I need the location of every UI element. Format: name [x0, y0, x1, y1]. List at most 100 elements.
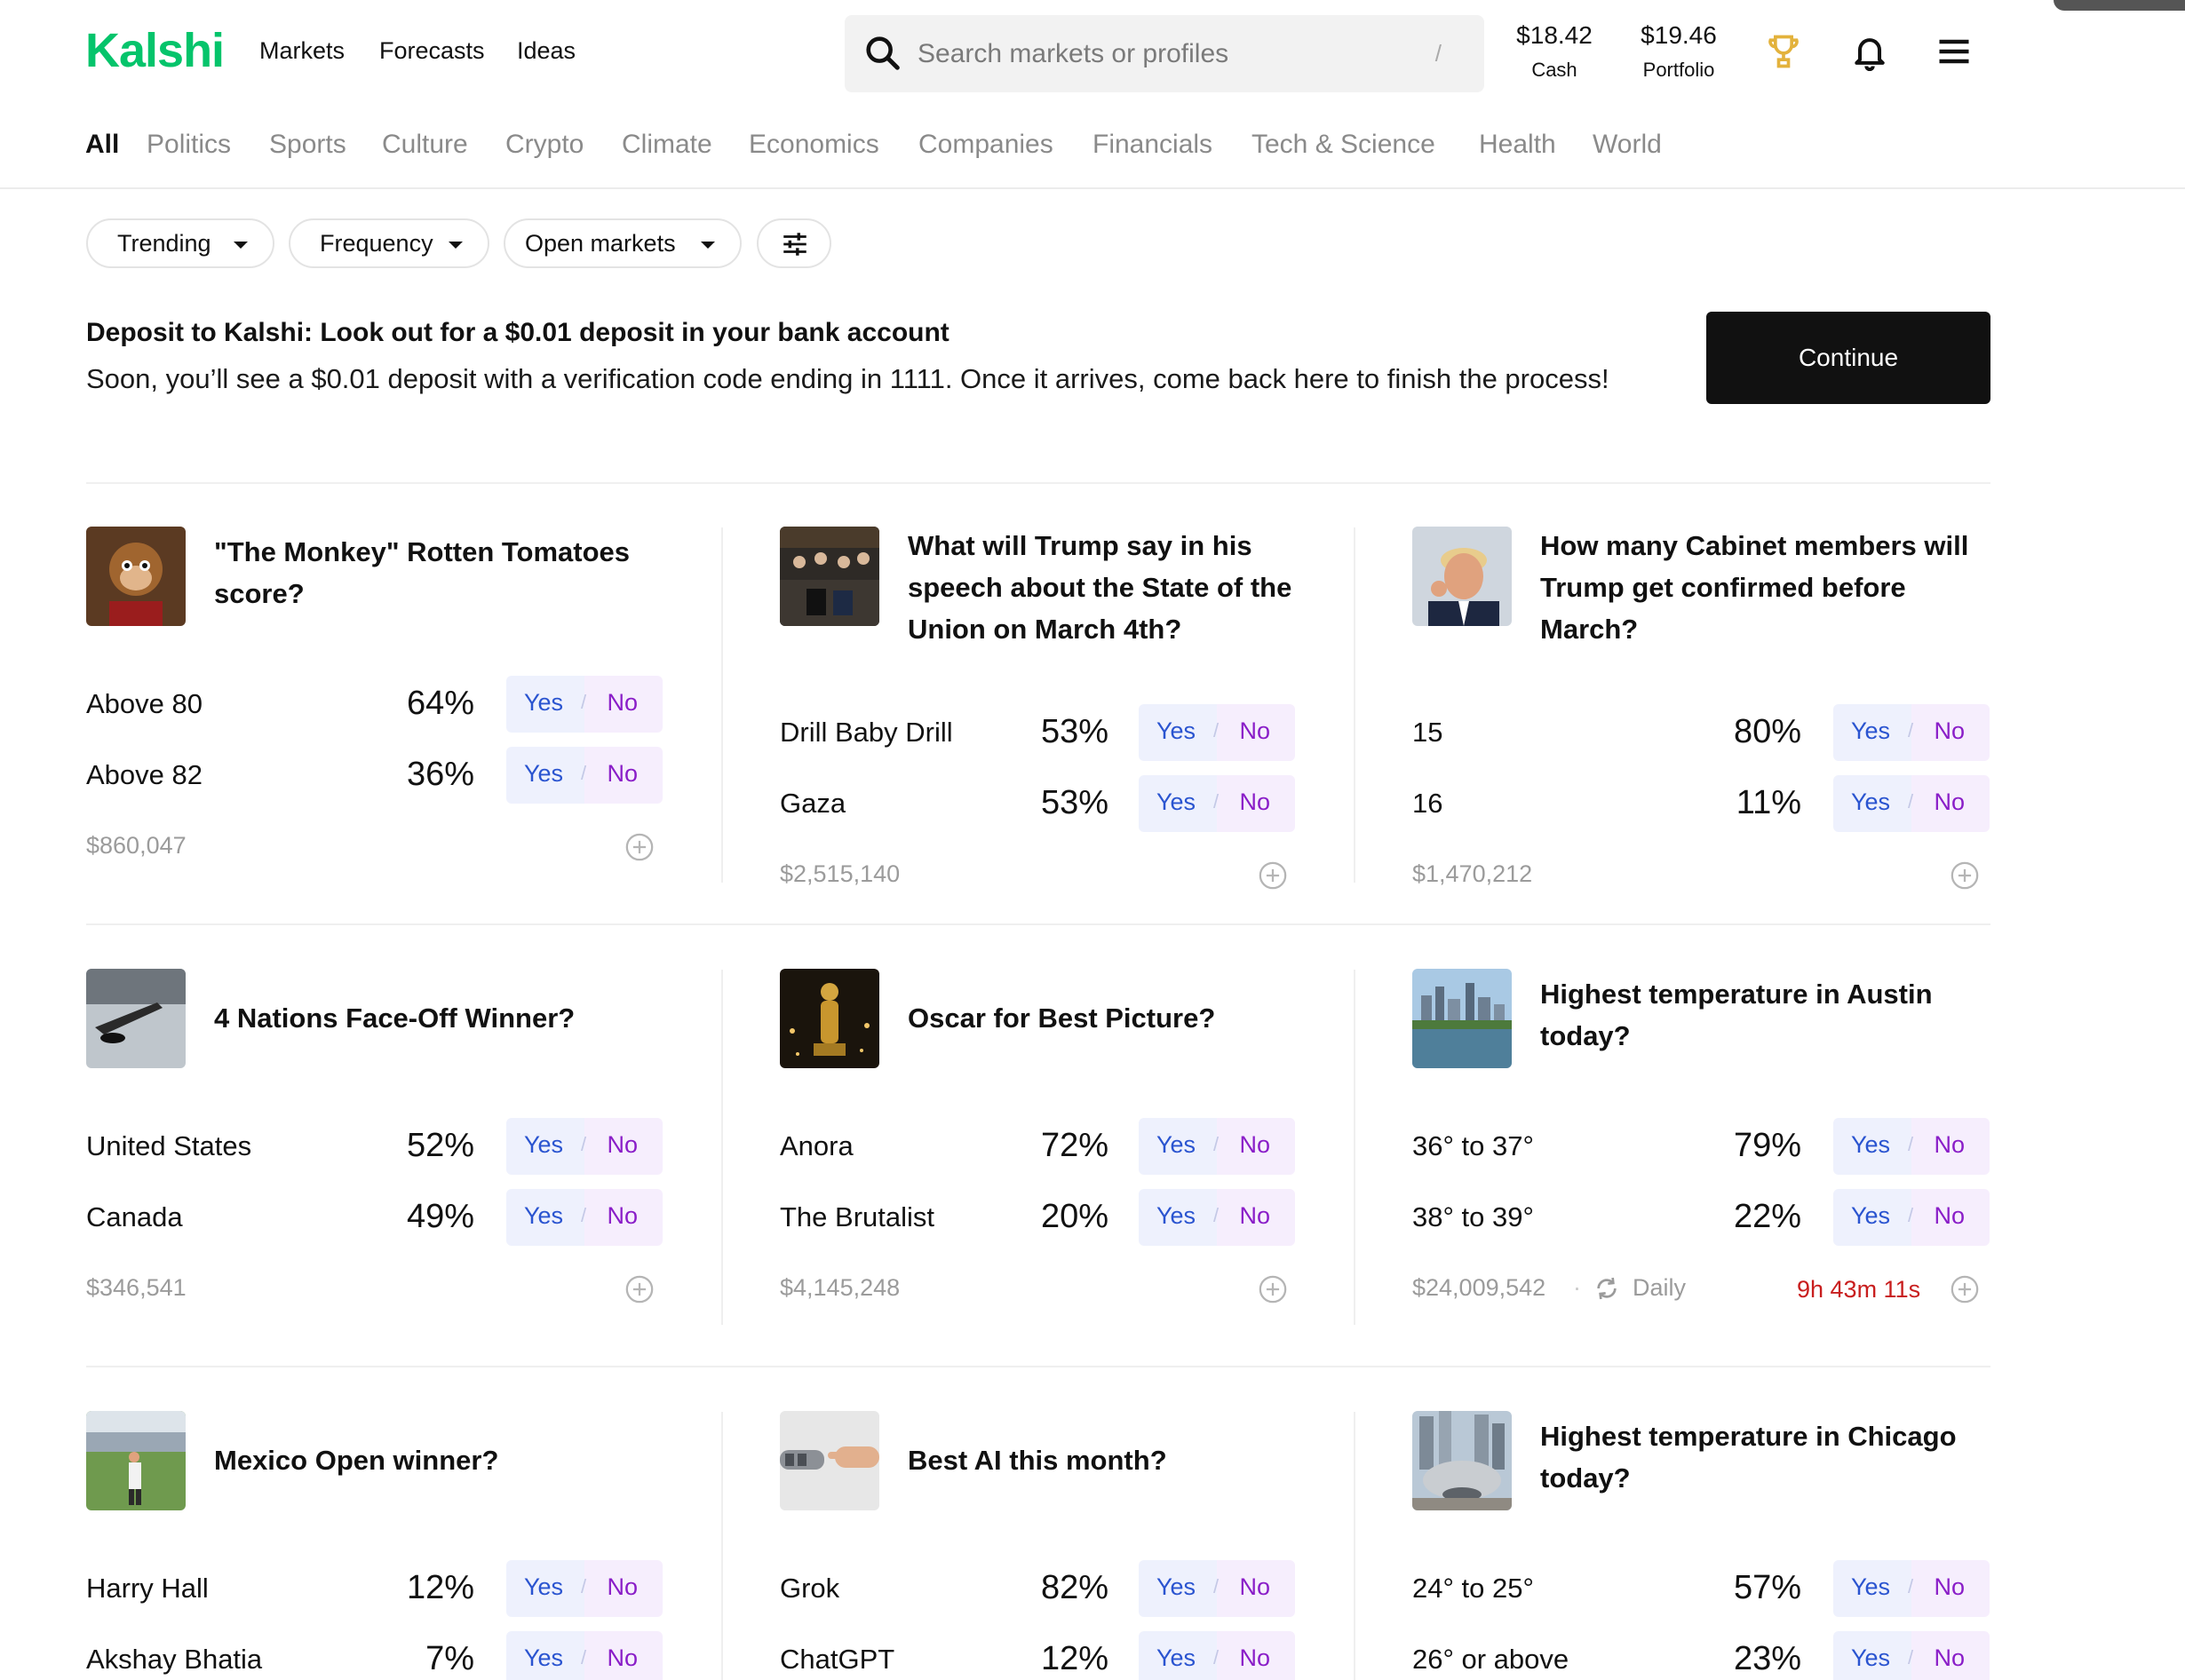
separator: /	[1213, 1204, 1220, 1226]
no-button[interactable]: No	[607, 1573, 638, 1600]
add-circle-icon[interactable]	[1258, 860, 1288, 891]
add-circle-icon[interactable]	[624, 832, 655, 862]
market-title[interactable]: Highest temperature in Austin today?	[1540, 979, 1933, 1051]
search-box[interactable]: /	[845, 15, 1484, 92]
yes-button[interactable]: Yes	[1156, 717, 1196, 744]
continue-button[interactable]: Continue	[1706, 312, 1990, 404]
separator: /	[1908, 719, 1914, 741]
market-title[interactable]: Best AI this month?	[908, 1445, 1167, 1476]
yes-button[interactable]: Yes	[1851, 717, 1891, 744]
separator: /	[581, 691, 587, 713]
yes-button[interactable]: Yes	[1851, 788, 1891, 815]
tab-culture[interactable]: Culture	[382, 130, 468, 159]
yes-button[interactable]: Yes	[1851, 1573, 1891, 1600]
separator: /	[1213, 790, 1220, 812]
tab-health[interactable]: Health	[1479, 130, 1556, 159]
no-button[interactable]: No	[1239, 788, 1270, 815]
yes-button[interactable]: Yes	[1851, 1131, 1891, 1158]
no-button[interactable]: No	[1934, 717, 1965, 744]
portfolio-balance[interactable]: $19.46 Portfolio	[1633, 21, 1725, 82]
outcome-percent: 12%	[406, 1569, 474, 1606]
tab-crypto[interactable]: Crypto	[505, 130, 584, 159]
yes-button[interactable]: Yes	[1156, 1202, 1196, 1229]
outcome-name: 24° to 25°	[1412, 1573, 1534, 1604]
tab-sports[interactable]: Sports	[269, 130, 346, 159]
market-title[interactable]: Highest temperature in Chicago today?	[1540, 1421, 1957, 1494]
yes-button[interactable]: Yes	[524, 760, 564, 787]
tab-politics[interactable]: Politics	[147, 130, 232, 159]
outcome-row: Gaza 53% Yes / No	[780, 775, 1295, 832]
nav-forecasts[interactable]: Forecasts	[379, 37, 485, 64]
trophy-icon[interactable]	[1764, 32, 1803, 71]
yes-button[interactable]: Yes	[1851, 1644, 1891, 1671]
no-button[interactable]: No	[607, 689, 638, 716]
yes-button[interactable]: Yes	[524, 1644, 564, 1671]
no-button[interactable]: No	[1239, 717, 1270, 744]
no-button[interactable]: No	[1934, 788, 1965, 815]
market-title[interactable]: What will Trump say in his speech about …	[908, 530, 1292, 645]
no-button[interactable]: No	[1239, 1202, 1270, 1229]
search-input[interactable]	[918, 15, 1415, 92]
bell-icon[interactable]	[1850, 32, 1889, 71]
yes-button[interactable]: Yes	[1156, 1573, 1196, 1600]
yes-button[interactable]: Yes	[524, 689, 564, 716]
no-button[interactable]: No	[1934, 1573, 1965, 1600]
outcome-percent: 36%	[406, 756, 474, 793]
add-circle-icon[interactable]	[1950, 860, 1980, 891]
add-circle-icon[interactable]	[624, 1274, 655, 1304]
outcome-row: 36° to 37° 79% Yes / No	[1412, 1118, 1990, 1175]
tab-tech-science[interactable]: Tech & Science	[1251, 130, 1435, 159]
outcome-name: ChatGPT	[780, 1644, 895, 1675]
menu-icon[interactable]	[1935, 32, 1974, 71]
no-button[interactable]: No	[1239, 1131, 1270, 1158]
yes-no-button-group: Yes / No	[506, 1560, 663, 1617]
outcome-name: 36° to 37°	[1412, 1130, 1534, 1161]
no-button[interactable]: No	[1934, 1131, 1965, 1158]
yes-button[interactable]: Yes	[1156, 1131, 1196, 1158]
nav-ideas[interactable]: Ideas	[517, 37, 576, 64]
yes-button[interactable]: Yes	[1156, 1644, 1196, 1671]
no-button[interactable]: No	[1934, 1644, 1965, 1671]
market-title[interactable]: Mexico Open winner?	[214, 1445, 499, 1476]
separator: /	[1908, 1204, 1914, 1226]
market-title[interactable]: "The Monkey" Rotten Tomatoes score?	[214, 536, 631, 609]
market-title[interactable]: 4 Nations Face-Off Winner?	[214, 1002, 576, 1034]
recurring-icon	[1597, 1277, 1617, 1300]
chevron-down-icon	[701, 242, 715, 249]
tab-financials[interactable]: Financials	[1092, 130, 1213, 159]
column-divider	[1354, 1412, 1355, 1680]
no-button[interactable]: No	[607, 1644, 638, 1671]
outcome-name: Drill Baby Drill	[780, 717, 953, 748]
market-title[interactable]: Oscar for Best Picture?	[908, 1002, 1216, 1034]
tab-companies[interactable]: Companies	[918, 130, 1053, 159]
cash-balance[interactable]: $18.42 Cash	[1510, 21, 1599, 82]
add-circle-icon[interactable]	[1258, 1274, 1288, 1304]
frequency-filter[interactable]: Frequency	[289, 218, 489, 268]
no-button[interactable]: No	[1239, 1644, 1270, 1671]
yes-button[interactable]: Yes	[1851, 1202, 1891, 1229]
tab-climate[interactable]: Climate	[622, 130, 712, 159]
no-button[interactable]: No	[607, 1202, 638, 1229]
no-button[interactable]: No	[607, 760, 638, 787]
yes-no-button-group: Yes / No	[506, 747, 663, 804]
add-circle-icon[interactable]	[1950, 1274, 1980, 1304]
nav-markets[interactable]: Markets	[259, 37, 346, 64]
yes-button[interactable]: Yes	[524, 1573, 564, 1600]
no-button[interactable]: No	[607, 1131, 638, 1158]
tab-world[interactable]: World	[1593, 130, 1662, 159]
tab-all[interactable]: All	[85, 130, 120, 159]
outcome-row: 26° or above 23% Yes / No	[1412, 1631, 1990, 1680]
no-button[interactable]: No	[1934, 1202, 1965, 1229]
no-button[interactable]: No	[1239, 1573, 1270, 1600]
open-markets-filter[interactable]: Open markets	[504, 218, 742, 268]
yes-button[interactable]: Yes	[1156, 788, 1196, 815]
advanced-filters-button[interactable]	[757, 218, 831, 268]
yes-no-button-group: Yes / No	[1833, 1189, 1990, 1246]
trending-filter[interactable]: Trending	[86, 218, 274, 268]
market-title[interactable]: How many Cabinet members will Trump get …	[1540, 530, 1969, 645]
yes-button[interactable]: Yes	[524, 1131, 564, 1158]
tab-economics[interactable]: Economics	[749, 130, 879, 159]
yes-button[interactable]: Yes	[524, 1202, 564, 1229]
kalshi-logo[interactable]: Kalshi	[85, 24, 225, 77]
column-divider	[721, 970, 723, 1325]
